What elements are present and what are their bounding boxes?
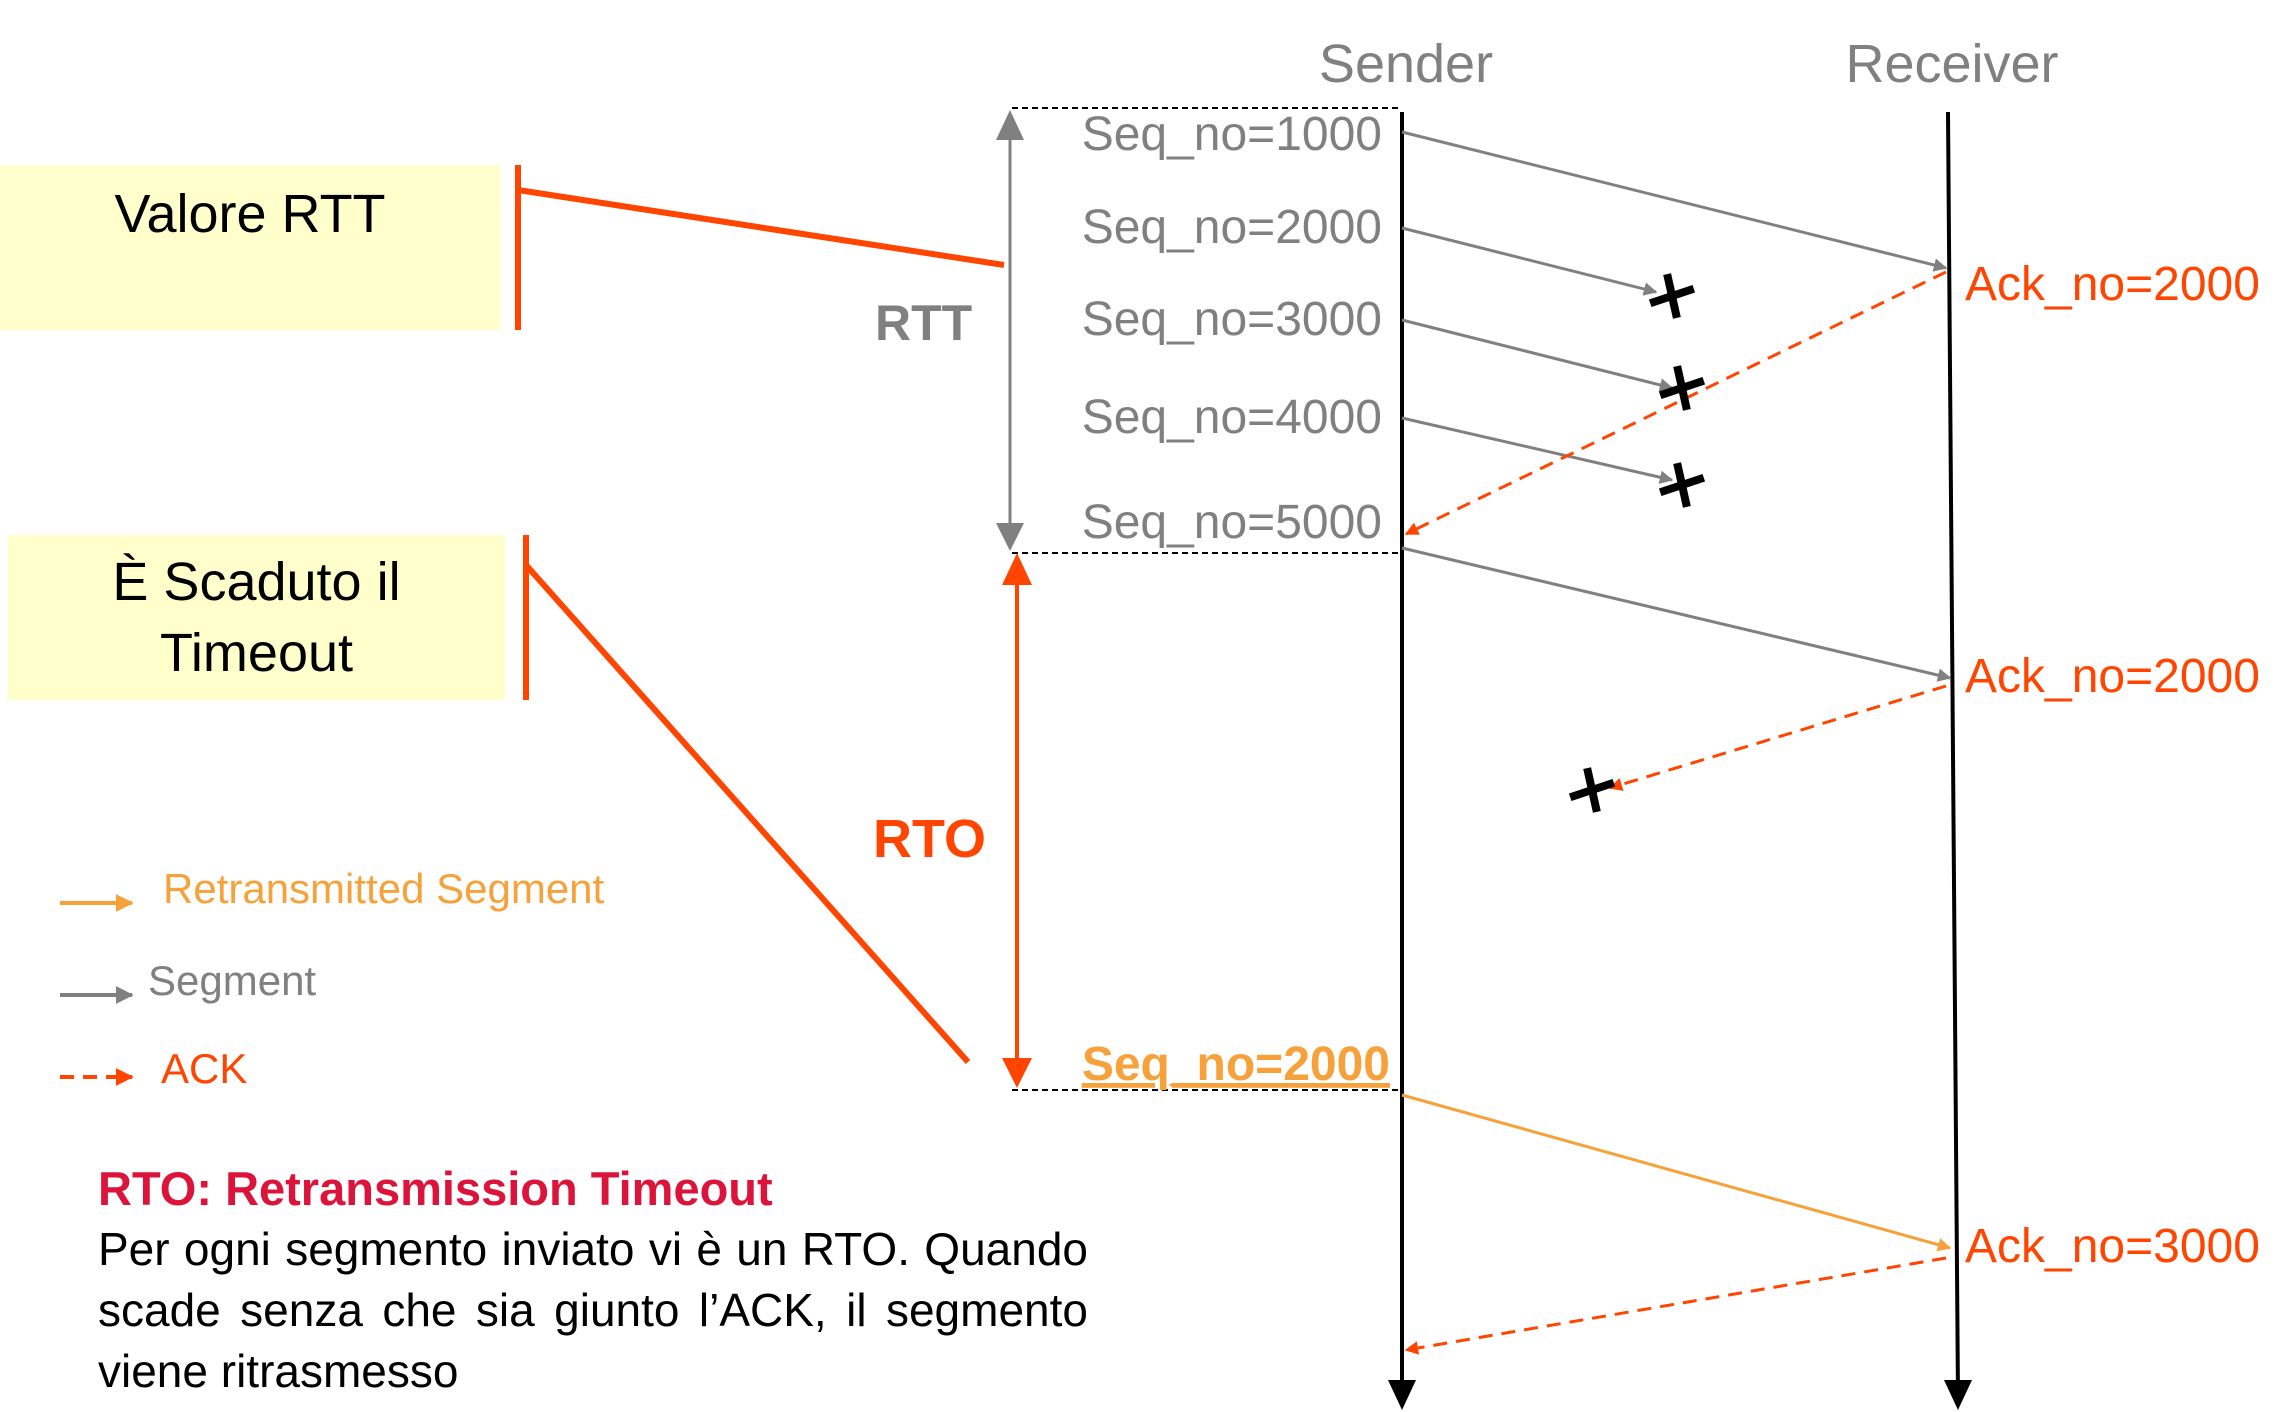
seq-label: Seq_no=5000	[1082, 496, 1382, 549]
legend-retransmitted-label: Retransmitted Segment	[163, 865, 605, 912]
receiver-timeline	[1946, 111, 1960, 1399]
rto-explanation: RTO: Retransmission Timeout Per ogni seg…	[98, 1158, 1088, 1402]
rto-explanation-heading: RTO: Retransmission Timeout	[98, 1162, 773, 1215]
segment-arrow	[1401, 318, 1674, 392]
receiver-header: Receiver	[1845, 34, 2058, 94]
rtt-callout-line	[517, 187, 1005, 268]
timeout-line-1: È Scaduto il	[112, 552, 401, 613]
seq-label: Seq_no=1000	[1082, 108, 1382, 161]
cross-icon	[1658, 365, 1706, 411]
sender-header: Sender	[1319, 34, 1493, 94]
segment-arrow	[1401, 546, 1952, 682]
rto-label: RTO	[873, 809, 986, 869]
rto-arrowhead-top	[1002, 553, 1032, 585]
rtt-label: RTT	[875, 295, 972, 351]
segment-arrow	[1401, 226, 1658, 296]
timeout-callout-line	[523, 563, 971, 1064]
rto-explanation-body: Per ogni segmento inviato vi è un RTO. Q…	[98, 1223, 1088, 1397]
timeout-expired-label: È Scaduto il Timeout	[112, 547, 400, 687]
ack-arrow	[1404, 1256, 1947, 1355]
timeout-line-2: Timeout	[159, 622, 354, 683]
cross-icon	[1658, 462, 1706, 508]
rtt-value-label: Valore RTT	[114, 184, 386, 244]
ack-label: Ack_no=2000	[1965, 258, 2260, 311]
retransmitted-seq-label: Seq_no=2000	[1082, 1038, 1390, 1091]
rtt-value-box: Valore RTT	[0, 165, 500, 330]
legend-segment-label: Segment	[148, 957, 316, 1004]
ack-arrow	[1404, 270, 1947, 536]
receiver-timeline-arrowhead	[1944, 1380, 1972, 1410]
rtt-arrowhead-bottom	[996, 523, 1024, 551]
ack-label: Ack_no=3000	[1965, 1220, 2260, 1273]
seq-label: Seq_no=2000	[1082, 201, 1382, 254]
sender-timeline-arrowhead	[1388, 1380, 1416, 1410]
segment-arrow	[1401, 130, 1948, 272]
rto-arrowhead-bottom	[1002, 1058, 1032, 1088]
legend-ack-label: ACK	[161, 1045, 247, 1092]
retransmitted-segment-arrow	[1401, 1093, 1952, 1252]
seq-label: Seq_no=4000	[1082, 391, 1382, 444]
cross-icon	[1648, 273, 1696, 319]
cross-icon	[1568, 767, 1616, 813]
timeout-expired-box: È Scaduto il Timeout	[8, 535, 505, 700]
rtt-arrowhead-top	[996, 110, 1024, 140]
ack-arrow	[1608, 684, 1947, 791]
seq-label: Seq_no=3000	[1082, 293, 1382, 346]
ack-label: Ack_no=2000	[1965, 650, 2260, 703]
segment-arrow	[1401, 416, 1674, 484]
